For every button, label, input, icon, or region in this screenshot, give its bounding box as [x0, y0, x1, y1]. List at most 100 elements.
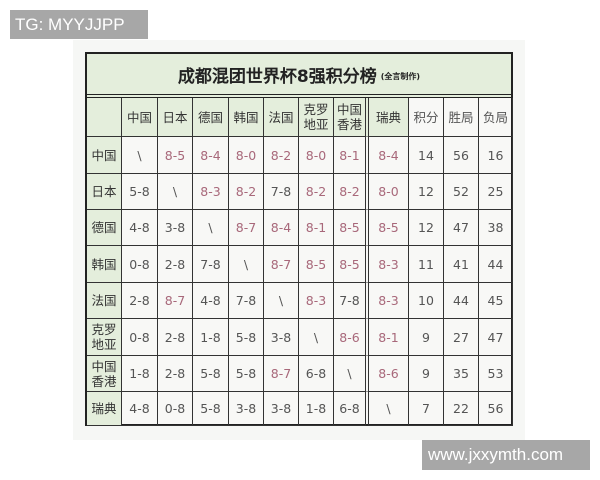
- match-result-cell: 0-8: [122, 246, 158, 283]
- match-result-cell: 8-2: [264, 137, 299, 174]
- match-result-cell: 8-5: [299, 246, 334, 283]
- match-result-cell: 8-7: [158, 283, 193, 319]
- match-result-cell: 7-8: [264, 174, 299, 210]
- match-result-cell: 8-6: [369, 356, 409, 392]
- match-result-cell: 2-8: [122, 283, 158, 319]
- match-result-cell: \: [369, 392, 409, 426]
- row-header-team: 韩国: [87, 246, 122, 283]
- match-result-cell: 5-8: [193, 356, 229, 392]
- stat-cell: 14: [409, 137, 444, 174]
- match-result-cell: 8-7: [229, 210, 264, 246]
- match-result-cell: 5-8: [229, 356, 264, 392]
- stat-cell: 47: [479, 319, 513, 356]
- stat-cell: 9: [409, 319, 444, 356]
- match-result-cell: \: [193, 210, 229, 246]
- match-result-cell: \: [264, 283, 299, 319]
- match-result-cell: 8-1: [334, 137, 369, 174]
- match-result-cell: 8-5: [158, 137, 193, 174]
- title-subtitle: (全言制作): [380, 71, 421, 81]
- stat-cell: 25: [479, 174, 513, 210]
- match-result-cell: 3-8: [229, 392, 264, 426]
- match-result-cell: 3-8: [264, 319, 299, 356]
- match-result-cell: 8-3: [193, 174, 229, 210]
- match-result-cell: 8-1: [299, 210, 334, 246]
- match-result-cell: 4-8: [193, 283, 229, 319]
- match-result-cell: 6-8: [299, 356, 334, 392]
- column-header-stat: 胜局: [444, 98, 479, 137]
- column-header-team: 韩国: [229, 98, 264, 137]
- match-result-cell: 8-2: [229, 174, 264, 210]
- column-header-team: 德国: [193, 98, 229, 137]
- watermark-bottom: www.jxxymth.com: [422, 440, 590, 470]
- match-result-cell: 5-8: [229, 319, 264, 356]
- column-header-team: 瑞典: [369, 98, 409, 137]
- match-result-cell: \: [122, 137, 158, 174]
- stat-cell: 12: [409, 210, 444, 246]
- column-header-team: 法国: [264, 98, 299, 137]
- match-result-cell: 8-3: [369, 246, 409, 283]
- match-result-cell: 8-0: [369, 174, 409, 210]
- match-result-cell: 7-8: [334, 283, 369, 319]
- stat-cell: 38: [479, 210, 513, 246]
- stat-cell: 27: [444, 319, 479, 356]
- row-header-team: 瑞典: [87, 392, 122, 426]
- match-result-cell: 0-8: [158, 392, 193, 426]
- stat-cell: 44: [479, 246, 513, 283]
- match-result-cell: 2-8: [158, 356, 193, 392]
- column-header-team: 克罗 地亚: [299, 98, 334, 137]
- match-result-cell: 8-2: [334, 174, 369, 210]
- row-header-team: 德国: [87, 210, 122, 246]
- match-result-cell: 8-3: [299, 283, 334, 319]
- stat-cell: 12: [409, 174, 444, 210]
- match-result-cell: 2-8: [158, 246, 193, 283]
- match-result-cell: 8-5: [334, 210, 369, 246]
- table-title: 成都混团世界杯8强积分榜 (全言制作): [87, 54, 511, 98]
- match-result-cell: 8-2: [299, 174, 334, 210]
- match-result-cell: 2-8: [158, 319, 193, 356]
- stat-cell: 10: [409, 283, 444, 319]
- match-result-cell: 8-6: [334, 319, 369, 356]
- stat-cell: 47: [444, 210, 479, 246]
- match-result-cell: \: [299, 319, 334, 356]
- row-header-team: 克罗 地亚: [87, 319, 122, 356]
- match-result-cell: 8-7: [264, 246, 299, 283]
- match-result-cell: \: [158, 174, 193, 210]
- match-result-cell: 7-8: [229, 283, 264, 319]
- stat-cell: 9: [409, 356, 444, 392]
- stat-cell: 41: [444, 246, 479, 283]
- match-result-cell: 1-8: [193, 319, 229, 356]
- match-result-cell: 5-8: [122, 174, 158, 210]
- stat-cell: 45: [479, 283, 513, 319]
- row-header-team: 中国 香港: [87, 356, 122, 392]
- standings-table: 成都混团世界杯8强积分榜 (全言制作) 中国 日本 德国 韩国 法国 克罗 地亚 中国 香港…: [85, 52, 513, 426]
- watermark-top: TG: MYYJJPP: [10, 10, 148, 39]
- match-result-cell: 8-3: [369, 283, 409, 319]
- row-header-team: 法国: [87, 283, 122, 319]
- column-header-team: 中国 香港: [334, 98, 369, 137]
- stat-cell: 11: [409, 246, 444, 283]
- match-result-cell: 1-8: [299, 392, 334, 426]
- stat-cell: 56: [444, 137, 479, 174]
- stat-cell: 7: [409, 392, 444, 426]
- match-result-cell: 0-8: [122, 319, 158, 356]
- match-result-cell: 8-4: [193, 137, 229, 174]
- match-result-cell: 8-4: [369, 137, 409, 174]
- match-result-cell: 4-8: [122, 392, 158, 426]
- column-header-team: 日本: [158, 98, 193, 137]
- stat-cell: 44: [444, 283, 479, 319]
- match-result-cell: 3-8: [264, 392, 299, 426]
- match-result-cell: 8-5: [369, 210, 409, 246]
- stat-cell: 52: [444, 174, 479, 210]
- match-result-cell: 8-7: [264, 356, 299, 392]
- match-result-cell: \: [229, 246, 264, 283]
- stat-cell: 35: [444, 356, 479, 392]
- corner-cell: [87, 98, 122, 137]
- stat-cell: 53: [479, 356, 513, 392]
- match-result-cell: \: [334, 356, 369, 392]
- column-header-stat: 负局: [479, 98, 513, 137]
- match-result-cell: 1-8: [122, 356, 158, 392]
- match-result-cell: 7-8: [193, 246, 229, 283]
- row-header-team: 日本: [87, 174, 122, 210]
- stat-cell: 56: [479, 392, 513, 426]
- match-result-cell: 8-0: [229, 137, 264, 174]
